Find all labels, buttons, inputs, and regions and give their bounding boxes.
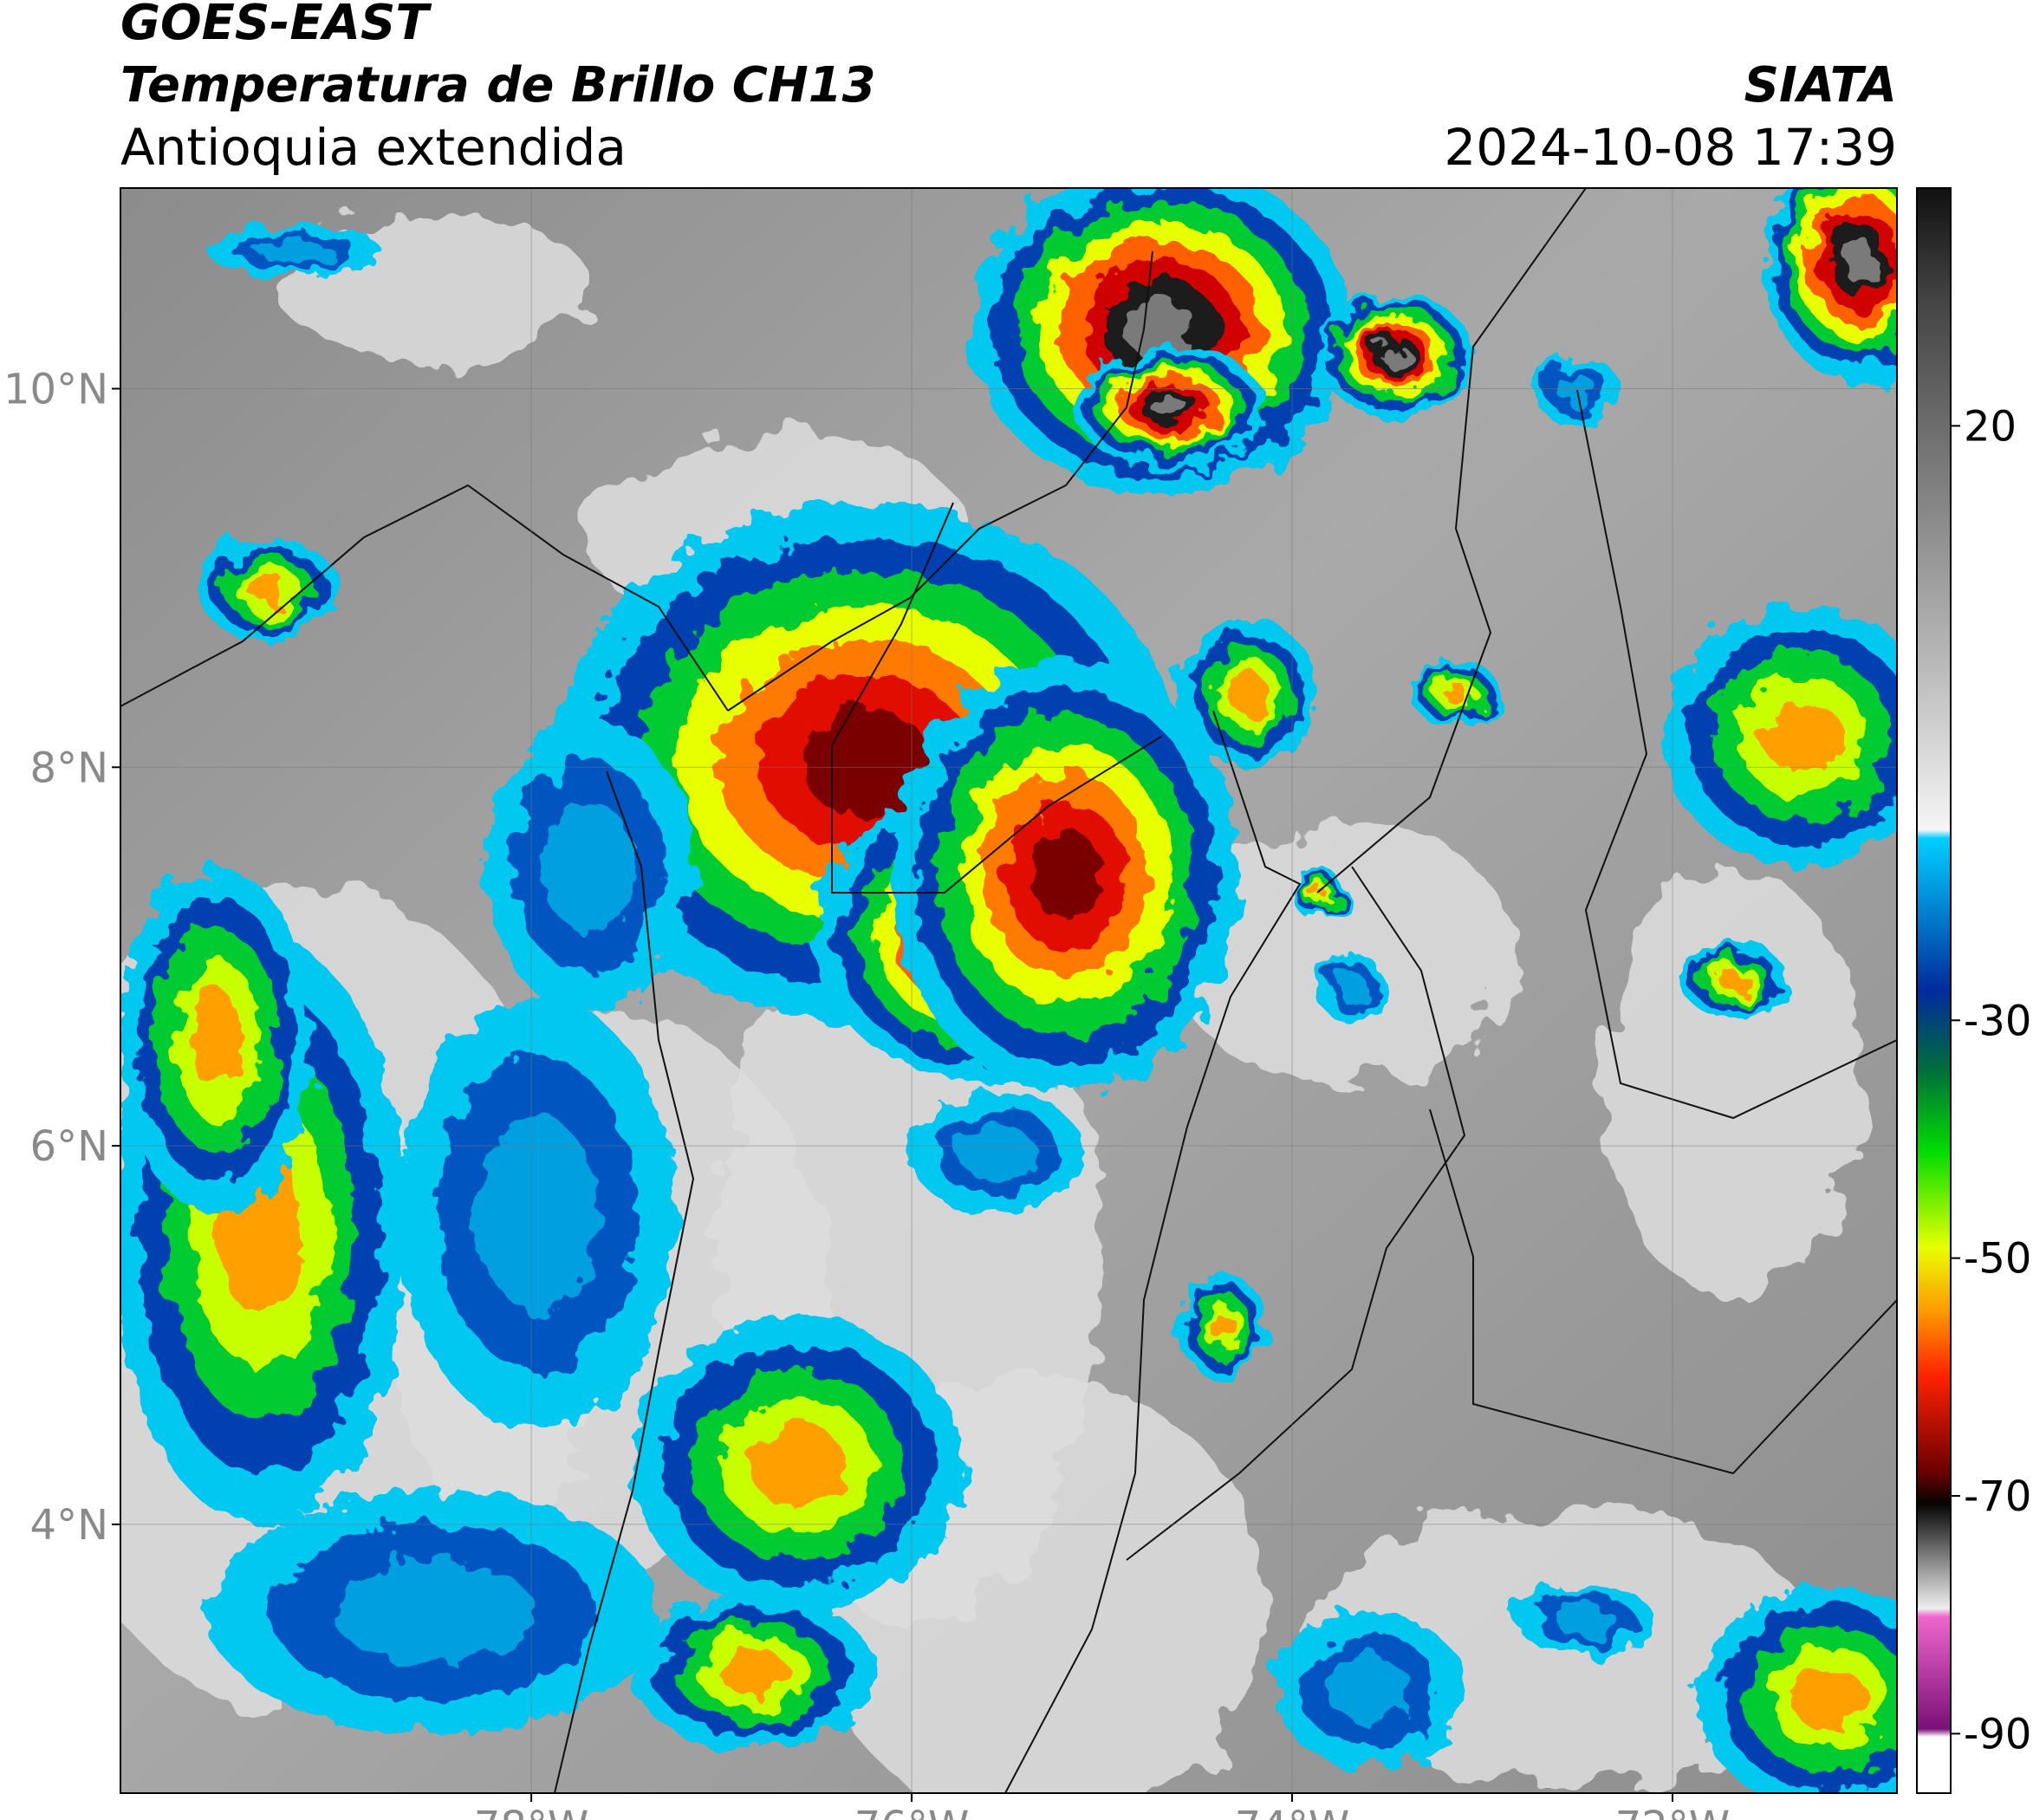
cloud-top-layer [1209,1310,1235,1342]
border-line [1004,710,1302,1793]
cloud-top-layer [1228,672,1268,715]
colorbar-tick-label: -50 [1964,1235,2031,1284]
border-line [1429,1108,1897,1475]
cloud-top-layer [1029,829,1103,921]
y-tick-label: 10°N [3,366,108,414]
cloud-top-layer [475,1116,600,1310]
border-line [831,502,1162,894]
satellite-image [120,188,1897,1793]
y-tick-label: 4°N [30,1501,108,1550]
borders [120,188,1897,1793]
cloud-top-layer [542,801,636,933]
cloud-tops [120,188,1897,1793]
cloud-top-layer [719,1650,789,1695]
border-line [727,250,1153,712]
border-line [1576,389,1897,1120]
cloud-top-layer [1126,298,1197,361]
cloud-top-layer [1152,395,1188,419]
cloud-top-layer [1791,1666,1866,1732]
satellite-title: GOES-EAST [120,0,432,51]
colorbar-tick-label: -30 [1964,997,2031,1045]
colorbar [1916,187,1952,1794]
cloud-patch [1170,823,1517,1083]
cloud-top-layer [256,239,334,263]
cloud-top-layer [333,1557,534,1667]
cloud-top-layer [750,1422,845,1507]
region-title: Antioquia extendida [120,118,627,177]
cloud-top-layer [958,1125,1036,1180]
source-label: SIATA [1744,57,1897,114]
y-tick-label: 8°N [30,744,108,792]
cloud-top-layer [189,990,244,1090]
x-tick-label: 78°W [474,1803,589,1820]
cloud-patch [1603,867,1863,1300]
x-tick-label: 74°W [1235,1803,1350,1820]
map-frame [120,187,1898,1794]
x-tick-label: 76°W [854,1803,970,1820]
colorbar-tick-label: 20 [1964,402,2017,451]
cloud-top-layer [1443,683,1469,704]
cloud-top-layer [1327,1655,1412,1725]
cloud-top-layer [801,707,932,818]
cloud-top-layer [1841,237,1877,283]
cloud-top-layer [1336,972,1367,1004]
border-line [120,484,729,712]
border-line [1126,866,1466,1561]
y-tick-label: 6°N [30,1122,108,1171]
cloud-top-layer [1718,968,1749,991]
cloud-top-layer [1763,699,1842,774]
border-line [1316,188,1587,894]
product-title: Temperatura de Brillo CH13 [120,57,876,114]
colorbar-tick-label: -90 [1964,1710,2031,1758]
border-line [554,770,695,1793]
cloud-top-layer [1555,1605,1617,1636]
colorbar-tick-label: -70 [1964,1472,2031,1521]
cloud-top-layer [1380,343,1410,367]
datetime-label: 2024-10-08 17:39 [1444,118,1897,177]
cloud-top-layer [249,574,289,605]
x-tick-label: 72°W [1615,1803,1731,1820]
